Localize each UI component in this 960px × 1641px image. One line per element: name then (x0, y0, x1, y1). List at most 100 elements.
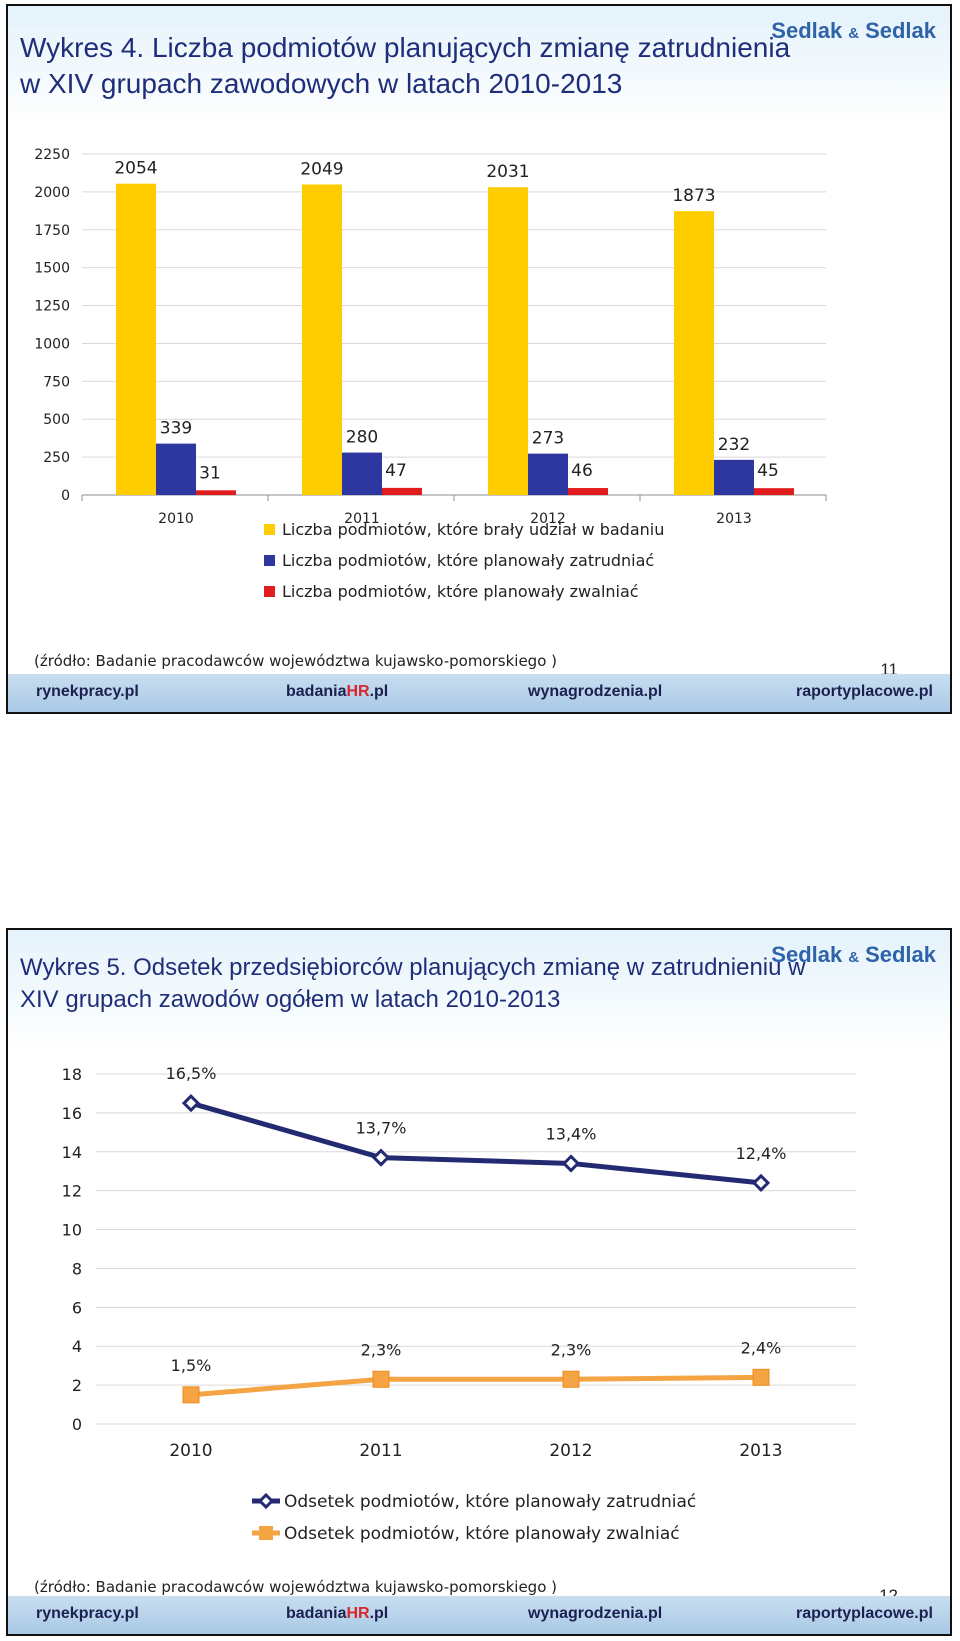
bar (342, 452, 382, 495)
data-label: 339 (160, 419, 192, 439)
bar (754, 488, 794, 495)
header-background (8, 6, 950, 126)
header-background (8, 930, 950, 1050)
legend-label: Odsetek podmiotów, które planowały zatru… (284, 1492, 696, 1512)
legend-label: Odsetek podmiotów, które planowały zwaln… (284, 1524, 680, 1544)
bar (116, 183, 156, 495)
y-tick-label: 1250 (34, 299, 70, 315)
bar (156, 443, 196, 495)
footer-link-part-hr: HR (346, 1605, 370, 1622)
brand-ampersand: & (848, 25, 860, 42)
x-tick-label: 2011 (359, 1441, 402, 1461)
legend-label: Liczba podmiotów, które planowały zatrud… (282, 551, 654, 570)
x-tick-label: 2013 (716, 511, 752, 527)
x-tick-label: 2012 (549, 1441, 592, 1461)
data-label: 2,3% (551, 1340, 592, 1359)
y-tick-label: 14 (62, 1143, 82, 1162)
bar (196, 490, 236, 495)
bar (302, 184, 342, 496)
footer-link-rynekpracy[interactable]: rynekpracy.pl (36, 1605, 139, 1622)
legend-marker (257, 1492, 275, 1510)
footer-link-raportyplacowe[interactable]: raportyplacowe.pl (796, 683, 933, 700)
x-tick-label: 2011 (344, 511, 380, 527)
bar (568, 488, 608, 495)
footer-link-wynagrodzenia[interactable]: wynagrodzenia.pl (528, 683, 663, 700)
data-label: 273 (532, 429, 564, 449)
footer-link-wynagrodzenia[interactable]: wynagrodzenia.pl (528, 1605, 663, 1622)
brand-logo: Sedlak & Sedlak (771, 942, 936, 968)
brand-logo: Sedlak & Sedlak (771, 18, 936, 44)
source-note: (źródło: Badanie pracodawców województwa… (34, 1578, 557, 1596)
footer-link-badaniahr[interactable]: badaniaHR.pl (286, 683, 388, 701)
data-label: 12,4% (736, 1144, 787, 1163)
line-chart: 0 2 4 6 8 10 12 14 16 18 2010 2011 2012 2013 16,5% 13,7… (62, 1064, 856, 1544)
y-tick-label: 1500 (34, 261, 70, 277)
footer-link-part: .pl (369, 1605, 389, 1622)
series-line (190, 1100, 762, 1186)
footer-link-part: badania (286, 683, 347, 700)
data-point (561, 1154, 581, 1173)
footer-link-raportyplacowe[interactable]: raportyplacowe.pl (796, 1605, 933, 1622)
footer-link-badaniahr[interactable]: badaniaHR.pl (286, 1605, 388, 1623)
slide-12: Wykres 5. Odsetek przedsiębiorców planuj… (6, 928, 952, 1636)
y-tick-label: 12 (62, 1182, 82, 1201)
data-label: 1,5% (171, 1356, 212, 1375)
legend-swatch (264, 586, 275, 597)
bar (488, 187, 528, 495)
data-point (751, 1173, 771, 1193)
y-tick-label: 10 (62, 1221, 82, 1240)
legend-marker (259, 1526, 273, 1540)
y-tick-label: 18 (62, 1065, 82, 1084)
y-tick-label: 1750 (34, 223, 70, 239)
data-point (562, 1370, 580, 1388)
brand-name-1: Sedlak (771, 942, 843, 967)
source-note: (źródło: Badanie pracodawców województwa… (34, 652, 557, 670)
y-tick-label: 2250 (34, 147, 70, 163)
data-point (182, 1386, 200, 1404)
data-label: 2049 (300, 159, 343, 179)
data-label: 280 (346, 428, 378, 448)
data-point (181, 1094, 201, 1113)
data-label: 16,5% (166, 1064, 217, 1083)
y-tick-label: 0 (61, 488, 70, 504)
bar (674, 211, 714, 495)
data-label: 1873 (672, 186, 715, 206)
data-label: 47 (385, 461, 407, 481)
footer-link-part-hr: HR (346, 683, 370, 700)
series-line (190, 1374, 762, 1398)
legend-swatch (264, 524, 275, 535)
y-tick-label: 4 (72, 1337, 82, 1356)
footer-link-rynekpracy[interactable]: rynekpracy.pl (36, 683, 139, 700)
brand-name-2: Sedlak (865, 18, 936, 43)
x-tick-label: 2010 (158, 511, 194, 527)
data-point (752, 1368, 770, 1386)
slide-11: Wykres 4. Liczba podmiotów planujących z… (6, 4, 952, 714)
chart-title: Wykres 4. Liczba podmiotów planujących z… (20, 32, 791, 99)
y-tick-label: 500 (43, 412, 70, 428)
data-label: 13,4% (546, 1124, 597, 1143)
y-tick-label: 8 (72, 1259, 82, 1278)
legend-label: Liczba podmiotów, które brały udział w b… (282, 520, 664, 539)
y-tick-label: 2 (72, 1376, 82, 1395)
bar (714, 459, 754, 495)
y-tick-label: 2000 (34, 185, 70, 201)
y-tick-label: 0 (72, 1415, 82, 1434)
footer-bar: rynekpracy.pl badaniaHR.pl wynagrodzenia… (8, 1596, 950, 1634)
y-tick-label: 16 (62, 1104, 82, 1123)
chart-title: Wykres 5. Odsetek przedsiębiorców planuj… (20, 954, 806, 1013)
data-label: 46 (571, 461, 593, 481)
data-label: 45 (757, 461, 779, 481)
data-label: 13,7% (356, 1119, 407, 1138)
x-tick-label: 2012 (530, 511, 566, 527)
data-label: 2,4% (741, 1338, 782, 1357)
brand-name-2: Sedlak (865, 942, 936, 967)
bar-chart: 0 250 500 750 1000 1250 1500 1750 2000 2250 2054 33… (34, 147, 827, 601)
bar (528, 453, 568, 495)
y-tick-label: 1000 (34, 336, 70, 352)
footer-link-part: badania (286, 1605, 347, 1622)
legend-label: Liczba podmiotów, które planowały zwalni… (282, 582, 639, 601)
brand-name-1: Sedlak (771, 18, 843, 43)
y-tick-label: 6 (72, 1298, 82, 1317)
footer-link-part: .pl (369, 683, 389, 700)
data-point (371, 1148, 391, 1167)
